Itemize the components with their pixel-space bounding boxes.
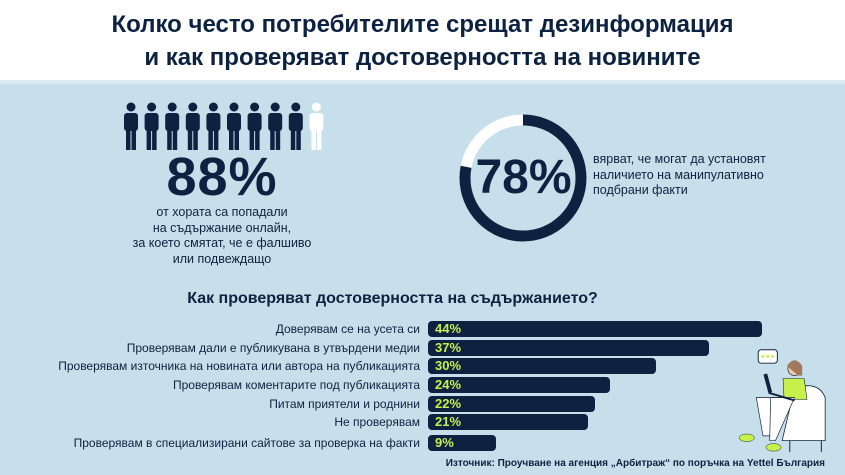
bar-row: Проверявам дали е публикувана в утвърден… bbox=[0, 340, 845, 356]
bar-label: Питам приятели и роднини bbox=[269, 397, 420, 411]
bar-value-label: 22% bbox=[435, 396, 462, 411]
person-icon bbox=[206, 102, 221, 150]
stat-78-line: подбрани факти bbox=[593, 183, 688, 197]
donut-chart bbox=[459, 114, 587, 242]
bar-row: Проверявам коментарите под публикацията 2… bbox=[0, 377, 845, 393]
chart-title: Как проверяват достоверността на съдържа… bbox=[187, 290, 598, 307]
woman-with-laptop-illustration bbox=[738, 349, 826, 453]
bar-label: Доверявам се на усета си bbox=[275, 322, 420, 336]
stat-88-line: на съдържание онлайн, bbox=[152, 220, 292, 235]
title-line-1: Колко често потребителите срещат дезинфо… bbox=[111, 11, 734, 38]
person-icon bbox=[227, 102, 241, 150]
people-icons bbox=[124, 102, 324, 150]
bar: 9% bbox=[428, 435, 497, 451]
bar-row: Проверявам източника на новината или авт… bbox=[0, 358, 845, 374]
bar-value-label: 30% bbox=[435, 358, 462, 373]
person-icon bbox=[165, 102, 180, 150]
person-icon bbox=[309, 102, 324, 150]
stat-88-line: или подвеждащо bbox=[172, 251, 272, 266]
stat-78-line: вярват, че могат да установят bbox=[593, 152, 766, 166]
bar-value-label: 21% bbox=[435, 414, 462, 429]
stat-88-text: от хората са попадали на съдържание онла… bbox=[112, 205, 332, 267]
bar-value-label: 44% bbox=[435, 321, 462, 336]
bar-label: Проверявам в специализирани сайтове за п… bbox=[73, 436, 420, 450]
bar-row: Не проверявам 21% bbox=[0, 414, 845, 430]
bar: 21% bbox=[428, 414, 588, 430]
donut-arc bbox=[459, 114, 587, 242]
bar-row: Проверявам в специализирани сайтове за п… bbox=[0, 435, 845, 451]
source-note: Източник: Проучване на агенция „Арбитраж… bbox=[445, 458, 825, 469]
bar-label: Не проверявам bbox=[334, 415, 420, 429]
bar-value-label: 24% bbox=[435, 377, 462, 392]
person-icon bbox=[144, 102, 159, 150]
stat-78-line: наличието на манипулативно bbox=[593, 167, 764, 182]
person-icon bbox=[288, 102, 303, 150]
person-icon bbox=[268, 102, 283, 150]
person-icon bbox=[247, 102, 262, 150]
bar-label: Проверявам източника на новината или авт… bbox=[58, 359, 420, 373]
bar-row: Доверявам се на усета си 44% bbox=[0, 321, 845, 337]
bar-label: Проверявам коментарите под публикацията bbox=[172, 378, 420, 392]
bar: 24% bbox=[428, 377, 611, 393]
title-line-2: и как проверяват достоверността на новин… bbox=[144, 44, 701, 71]
person-icon bbox=[185, 102, 200, 150]
header: Колко често потребителите срещат дезинфо… bbox=[0, 0, 845, 84]
stat-78-text: вярват, че могат да установят наличието … bbox=[593, 152, 793, 199]
stat-88-line: за което смятат, че е фалшиво bbox=[132, 236, 312, 250]
bar-value-label: 37% bbox=[435, 340, 462, 355]
bar-value-label: 9% bbox=[435, 435, 454, 450]
person-icon bbox=[124, 102, 138, 150]
bar: 37% bbox=[428, 340, 710, 356]
bar-label: Проверявам дали е публикувана в утвърден… bbox=[126, 341, 420, 355]
bar: 30% bbox=[428, 358, 656, 374]
stat-88-value: 88% bbox=[166, 147, 278, 207]
stat-78-value: 78% bbox=[475, 151, 572, 204]
bar-row: Питам приятели и роднини 22% bbox=[0, 396, 845, 412]
bar: 44% bbox=[428, 321, 763, 337]
stat-88-line: от хората са попадали bbox=[156, 205, 288, 219]
bar: 22% bbox=[428, 396, 596, 412]
